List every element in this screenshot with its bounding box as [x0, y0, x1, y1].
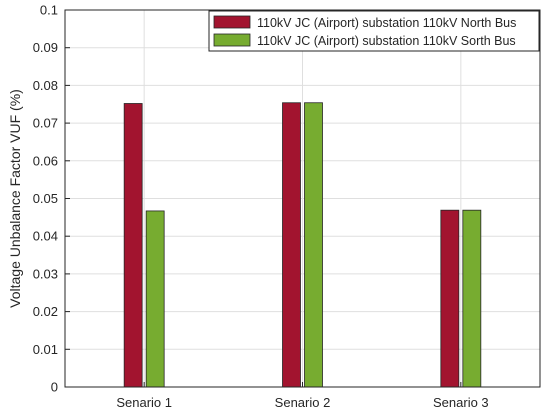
y-tick-label: 0	[51, 380, 58, 395]
y-tick-label: 0.1	[40, 3, 58, 18]
y-tick-label: 0.01	[33, 342, 58, 357]
bar-series-2-senario-2	[304, 102, 323, 388]
x-tick-label: Senario 1	[116, 395, 172, 410]
legend-label-north-bus: 110kV JC (Airport) substation 110kV Nort…	[257, 16, 516, 30]
bars	[123, 102, 482, 388]
y-tick-label: 0.07	[33, 116, 58, 131]
x-tick-label: Senario 3	[433, 395, 489, 410]
bar-series-1-senario-1	[123, 103, 143, 388]
legend-box	[208, 10, 540, 52]
bar-series-2-senario-3	[462, 209, 482, 388]
legend-swatch-sorth-bus	[213, 33, 251, 47]
bar-series-1-senario-2	[282, 102, 301, 388]
bar-series-1-senario-3	[440, 209, 460, 388]
legend-swatch-north-bus	[213, 15, 251, 29]
legend: 110kV JC (Airport) substation 110kV Nort…	[208, 10, 540, 52]
y-tick-label: 0.05	[33, 191, 58, 206]
y-tick-label: 0.08	[33, 78, 58, 93]
x-tick-label: Senario 2	[275, 395, 331, 410]
y-tick-label: 0.04	[33, 229, 58, 244]
legend-label-sorth-bus: 110kV JC (Airport) substation 110kV Sort…	[257, 34, 516, 48]
y-tick-label: 0.02	[33, 304, 58, 319]
y-tick-label: 0.06	[33, 153, 58, 168]
y-axis-label: Voltage Unbalance Factor VUF (%)	[7, 89, 23, 308]
bar-series-2-senario-1	[145, 210, 165, 388]
y-tick-label: 0.09	[33, 40, 58, 55]
axis-ticks: 0 0.01 0.02 0.03 0.04 0.05 0.06 0.07 0.08 0.09 0.1…	[33, 3, 489, 411]
y-tick-label: 0.03	[33, 266, 58, 281]
